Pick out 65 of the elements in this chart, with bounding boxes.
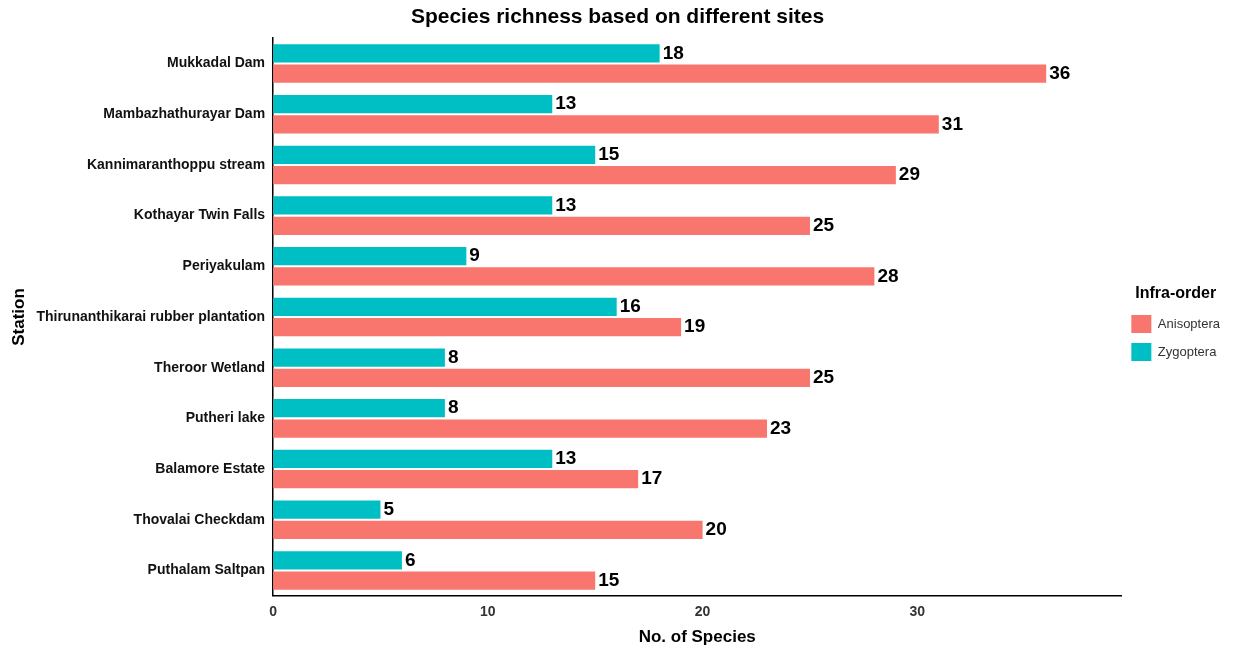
bar — [273, 419, 768, 438]
x-tick-label: 0 — [269, 603, 278, 620]
data-label: 17 — [641, 467, 663, 489]
data-label: 15 — [598, 143, 620, 165]
bar — [273, 348, 445, 367]
data-label: 20 — [705, 518, 727, 540]
x-tick-label: 10 — [480, 603, 496, 620]
data-label: 16 — [619, 295, 641, 317]
x-tick-label: 30 — [909, 603, 926, 620]
bar — [273, 115, 939, 134]
data-label: 8 — [447, 396, 459, 418]
bar — [273, 399, 445, 418]
data-label: 29 — [898, 163, 920, 185]
y-tick-label: Kothayar Twin Falls — [133, 206, 266, 223]
bar — [273, 44, 660, 63]
y-tick-label: Theroor Wetland — [154, 358, 266, 375]
legend-label: Zygoptera — [1157, 343, 1218, 359]
bar — [273, 64, 1047, 83]
data-label: 36 — [1049, 61, 1071, 83]
y-tick-label: Mambazhathurayar Dam — [103, 105, 266, 122]
bar — [273, 318, 682, 337]
data-label: 15 — [598, 568, 620, 590]
data-label: 8 — [447, 345, 459, 367]
bar — [273, 196, 553, 215]
data-label: 6 — [404, 548, 416, 570]
y-tick-label: Kannimaranthoppu stream — [86, 155, 266, 172]
bar — [273, 145, 596, 164]
y-axis-title: Station — [8, 288, 28, 346]
bar — [273, 470, 639, 489]
data-label: 28 — [877, 264, 899, 286]
bar — [273, 297, 617, 316]
data-label: 19 — [684, 315, 706, 337]
bar — [273, 216, 810, 235]
y-tick-label: Puthalam Saltpan — [147, 561, 266, 578]
data-label: 13 — [555, 92, 577, 114]
data-label: 18 — [662, 41, 684, 63]
bar — [273, 165, 896, 185]
data-label: 9 — [469, 244, 480, 266]
y-tick-label: Thovalai Checkdam — [133, 510, 266, 527]
chart-title: Species richness based on different sites — [410, 4, 825, 28]
data-label: 13 — [555, 447, 577, 469]
bar — [273, 449, 553, 469]
y-tick-label: Mukkadal Dam — [167, 54, 266, 71]
x-axis-title: No. of Species — [638, 627, 756, 647]
data-label: 25 — [812, 213, 835, 235]
legend-label: Anisoptera — [1157, 315, 1221, 331]
bar — [273, 551, 402, 570]
bar — [273, 368, 810, 387]
data-label: 25 — [812, 366, 835, 388]
y-tick-label: Periyakulam — [182, 257, 266, 274]
x-tick-label: 20 — [694, 603, 711, 620]
legend-title: Infra-order — [1135, 284, 1217, 302]
bar — [273, 520, 703, 540]
data-label: 23 — [770, 416, 792, 438]
y-tick-label: Balamore Estate — [155, 459, 266, 476]
bar — [273, 247, 467, 266]
y-tick-label: Putheri lake — [185, 409, 266, 426]
data-label: 5 — [383, 497, 395, 519]
bar — [273, 94, 553, 114]
bar — [273, 267, 875, 286]
bar — [273, 500, 381, 519]
bar — [273, 571, 596, 590]
data-label: 31 — [941, 112, 964, 134]
y-tick-label: Thirunanthikarai rubber plantation — [36, 307, 266, 324]
data-label: 13 — [555, 193, 577, 215]
